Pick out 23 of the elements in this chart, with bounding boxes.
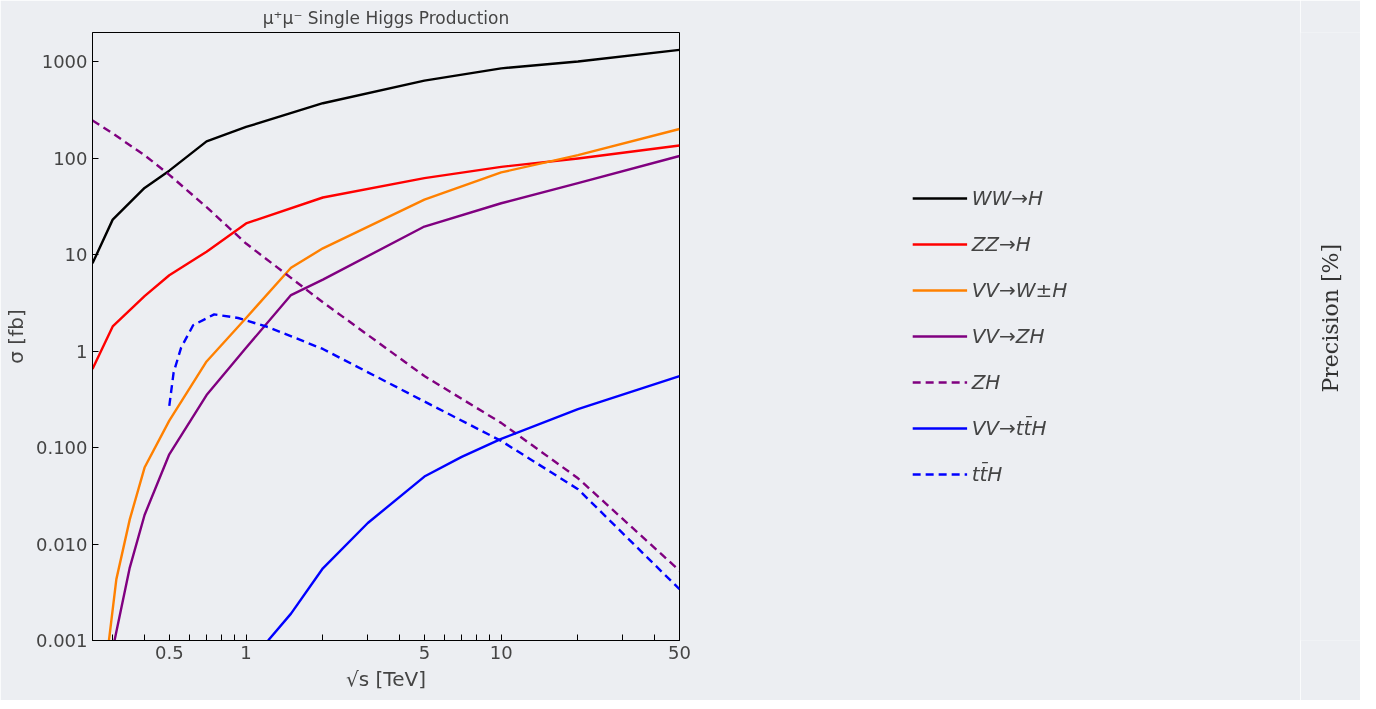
legend-label: VV→ZH — [971, 324, 1045, 348]
x-tick-label: 50 — [668, 641, 691, 663]
y-axis-title: σ [fb] — [3, 309, 28, 364]
y-tick-label: 1000 — [41, 51, 88, 73]
legend-label: ZH — [971, 370, 1001, 394]
y-tick-label: 0.100 — [35, 437, 88, 459]
legend-label: WW→H — [971, 186, 1044, 210]
x-tick-label: 5 — [418, 641, 431, 663]
y-tick-label: 10 — [64, 244, 88, 266]
legend-label: VV→tt̄H — [971, 416, 1047, 440]
legend-label: ZZ→H — [971, 232, 1031, 256]
legend-label: tt̄H — [971, 462, 1003, 486]
y-tick-label: 0.010 — [35, 533, 88, 555]
x-axis-title: √s [TeV] — [346, 666, 426, 691]
legend-label: VV→W±H — [971, 278, 1068, 302]
x-tick-label: 1 — [240, 641, 252, 663]
y-tick-label: 0.001 — [35, 630, 88, 651]
x-tick-label: 0.5 — [154, 641, 184, 663]
y-tick-label: 1 — [76, 340, 88, 362]
chart-title: μ⁺μ⁻ Single Higgs Production — [262, 7, 510, 28]
x-tick-label: 10 — [489, 641, 513, 663]
text: Precision [%] — [1318, 244, 1343, 393]
y-tick-label: 100 — [53, 147, 88, 169]
